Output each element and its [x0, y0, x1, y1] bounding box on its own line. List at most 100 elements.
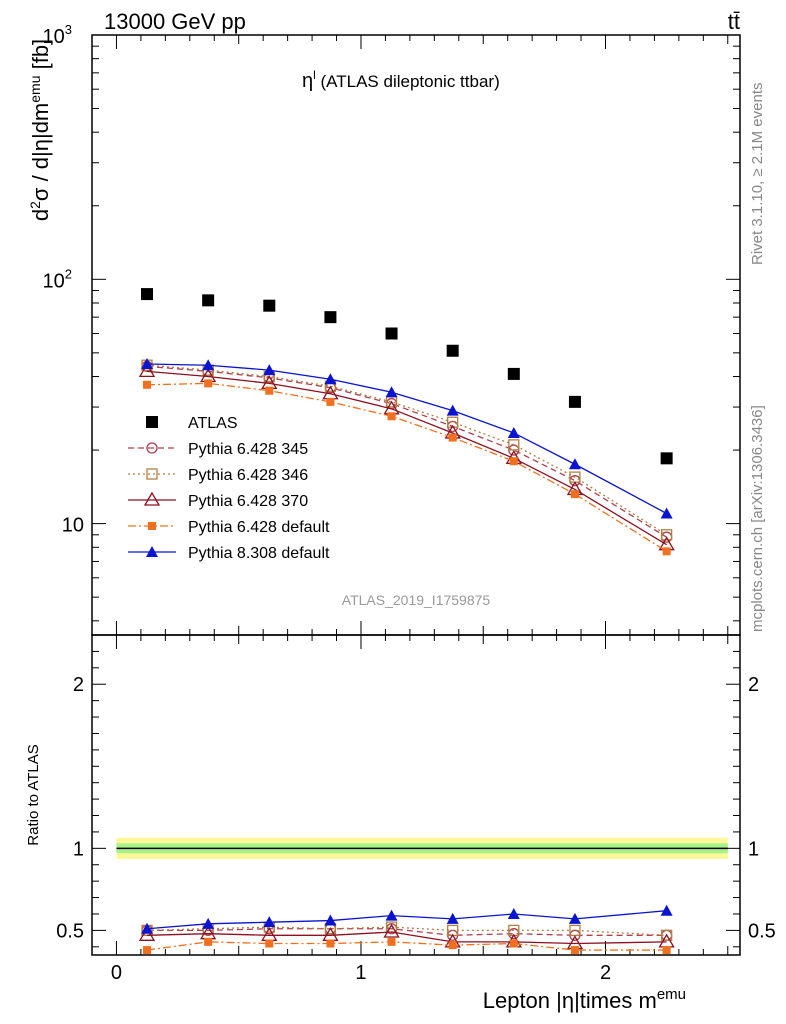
ratio-y-tick-label-right: 0.5	[748, 920, 776, 942]
data-marker	[202, 359, 215, 371]
x-axis-label-text: Lepton |η|times m	[483, 988, 657, 1013]
data-marker	[507, 367, 520, 380]
ratio-series-pythia-8-308-default	[141, 904, 673, 934]
data-marker	[385, 909, 398, 921]
ratio-line	[147, 931, 667, 945]
source-label: mcplots.cern.ch [arXiv:1306.3436]	[749, 405, 766, 632]
data-marker	[324, 373, 337, 385]
series-line	[146, 365, 667, 538]
data-marker	[265, 939, 274, 948]
data-marker	[204, 379, 213, 388]
series-pythia-8-308-default	[141, 358, 673, 519]
data-marker	[143, 946, 152, 955]
data-marker	[448, 941, 457, 950]
legend-entry: Pythia 8.308 default	[128, 545, 330, 562]
data-marker	[263, 916, 276, 928]
legend-label: ATLAS	[188, 415, 238, 432]
legend-entry: ATLAS	[146, 415, 238, 432]
y-tick-label: 10	[62, 515, 84, 537]
data-marker	[324, 311, 337, 324]
data-marker	[141, 288, 154, 301]
data-marker	[508, 439, 520, 451]
data-marker	[143, 491, 161, 506]
analysis-watermark: ATLAS_2019_I1759875	[342, 592, 491, 608]
ratio-panel: 0.5 0.5 1 1 2 2 0 1 2 Ratio to ATLAS Lepton |η|…	[25, 634, 776, 1013]
main-y-axis-label: d2σ / d|η|dmemu [fb]	[27, 39, 53, 221]
series-line	[146, 370, 667, 546]
data-marker	[387, 937, 396, 946]
x-tick-label: 1	[355, 962, 366, 984]
data-marker	[202, 917, 215, 929]
data-marker	[507, 426, 520, 438]
legend: ATLAS Pythia 6.428 345 Pythia 6.428 346 Pyt…	[128, 415, 330, 562]
legend-label: Pythia 6.428 default	[188, 519, 330, 536]
data-marker	[146, 442, 158, 454]
series-line	[146, 364, 667, 536]
ratio-y-tick-label-right: 1	[748, 838, 759, 860]
data-marker	[448, 433, 457, 442]
ratio-series-pythia-6-428-default	[143, 937, 671, 955]
ratio-line	[147, 928, 667, 936]
data-marker	[265, 386, 274, 395]
data-marker	[568, 395, 581, 408]
y-tick-label-exponent: 3	[65, 22, 72, 37]
ratio-y-tick-label: 2	[73, 674, 84, 696]
data-marker	[385, 386, 398, 398]
ratio-plot-frame	[91, 634, 741, 956]
legend-label: Pythia 6.428 345	[188, 441, 308, 458]
data-marker	[326, 939, 335, 948]
legend-entry: Pythia 6.428 370	[128, 491, 308, 510]
data-marker	[662, 946, 671, 955]
data-marker	[146, 468, 158, 480]
y-tick-label-exponent: 2	[65, 266, 72, 281]
ratio-axis-ticks	[92, 635, 740, 955]
legend-label: Pythia 6.428 346	[188, 467, 308, 484]
main-axis-ticks	[92, 34, 740, 635]
data-marker	[263, 299, 276, 312]
x-tick-labels: 0 1 2	[111, 962, 611, 984]
main-title: ηl (ATLAS dileptonic ttbar)	[302, 68, 500, 92]
data-marker	[446, 912, 459, 924]
series-atlas	[141, 288, 673, 465]
data-marker	[662, 547, 671, 556]
data-marker	[446, 404, 459, 416]
legend-label: Pythia 6.428 370	[188, 493, 308, 510]
data-marker	[507, 907, 520, 919]
data-marker	[509, 939, 518, 948]
title-text: (ATLAS dileptonic ttbar)	[316, 72, 500, 91]
x-axis-label-superscript: emu	[657, 986, 686, 1003]
legend-label: Pythia 8.308 default	[188, 545, 330, 562]
ratio-y-tick-label: 1	[73, 838, 84, 860]
data-marker	[263, 364, 276, 376]
ratio-line	[147, 926, 667, 936]
data-marker	[148, 522, 156, 530]
ratio-series-pythia-6-428-345	[141, 923, 673, 941]
data-marker	[660, 904, 673, 916]
data-marker	[146, 546, 158, 557]
ratio-uncertainty-band	[116, 837, 728, 859]
data-marker	[509, 457, 518, 466]
x-axis-label: Lepton |η|times memu	[483, 986, 686, 1013]
legend-entry: Pythia 6.428 345	[128, 441, 308, 458]
ratio-series-pythia-6-428-370	[138, 923, 675, 950]
energy-label: 13000 GeV pp	[104, 9, 246, 34]
data-marker	[570, 490, 579, 499]
ratio-series-group	[138, 904, 675, 955]
rivet-label: Rivet 3.1.10, ≥ 2.1M events	[749, 83, 766, 266]
ratio-y-tick-labels: 0.5 0.5 1 1 2 2	[56, 674, 776, 942]
x-tick-label: 0	[111, 962, 122, 984]
series-line	[147, 363, 667, 515]
data-marker	[660, 452, 673, 465]
data-marker	[568, 458, 581, 470]
data-marker	[138, 363, 156, 377]
data-marker	[138, 927, 156, 941]
ratio-y-axis-label: Ratio to ATLAS	[25, 744, 42, 845]
series-pythia-6-428-default	[143, 379, 671, 556]
process-label: tt̄	[728, 9, 740, 34]
title-eta: η	[302, 70, 313, 92]
data-marker	[660, 507, 673, 519]
data-marker	[570, 946, 579, 955]
